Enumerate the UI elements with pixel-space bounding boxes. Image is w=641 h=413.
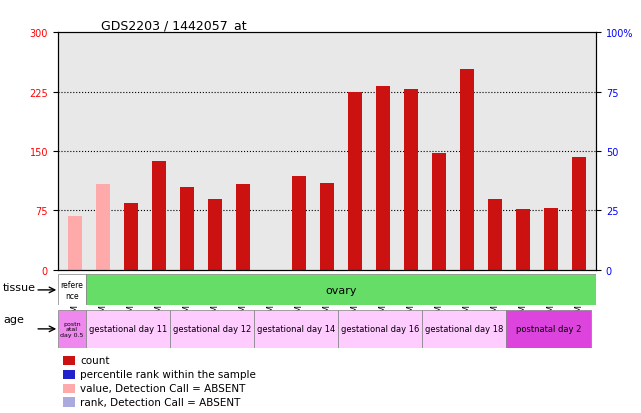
Bar <box>58 310 86 348</box>
Text: tissue: tissue <box>3 282 36 292</box>
Text: value, Detection Call = ABSENT: value, Detection Call = ABSENT <box>80 383 246 393</box>
Bar <box>544 209 558 270</box>
Text: age: age <box>3 314 24 324</box>
Bar <box>86 310 170 348</box>
Bar <box>236 185 250 270</box>
Text: postn
atal
day 0.5: postn atal day 0.5 <box>60 321 83 337</box>
Text: gestational day 16: gestational day 16 <box>341 325 419 334</box>
Bar <box>376 87 390 270</box>
Bar <box>488 199 502 270</box>
Text: refere
nce: refere nce <box>60 280 83 300</box>
Text: percentile rank within the sample: percentile rank within the sample <box>80 369 256 379</box>
Bar <box>124 203 138 270</box>
Bar <box>63 384 75 393</box>
Text: gestational day 18: gestational day 18 <box>425 325 504 334</box>
Bar <box>208 199 222 270</box>
Text: gestational day 12: gestational day 12 <box>173 325 251 334</box>
Bar <box>63 370 75 379</box>
Bar <box>432 153 446 270</box>
Text: postnatal day 2: postnatal day 2 <box>516 325 581 334</box>
Text: rank, Detection Call = ABSENT: rank, Detection Call = ABSENT <box>80 396 240 406</box>
Bar <box>516 209 530 270</box>
Bar <box>460 70 474 270</box>
Text: count: count <box>80 355 110 365</box>
Text: gestational day 14: gestational day 14 <box>257 325 335 334</box>
Bar <box>348 93 362 270</box>
Bar <box>58 275 86 306</box>
Bar <box>63 397 75 407</box>
Bar <box>179 187 194 270</box>
Bar <box>422 310 506 348</box>
Bar <box>170 310 254 348</box>
Bar <box>320 183 334 270</box>
Text: ovary: ovary <box>325 285 356 295</box>
Text: gestational day 11: gestational day 11 <box>88 325 167 334</box>
Text: GDS2203 / 1442057_at: GDS2203 / 1442057_at <box>101 19 246 32</box>
Bar <box>292 177 306 270</box>
Bar <box>63 356 75 365</box>
Bar <box>506 310 590 348</box>
Bar <box>152 161 165 270</box>
Bar <box>254 310 338 348</box>
Bar <box>67 216 81 270</box>
Bar <box>96 185 110 270</box>
Bar <box>338 310 422 348</box>
Bar <box>404 90 418 270</box>
Bar <box>572 157 587 270</box>
